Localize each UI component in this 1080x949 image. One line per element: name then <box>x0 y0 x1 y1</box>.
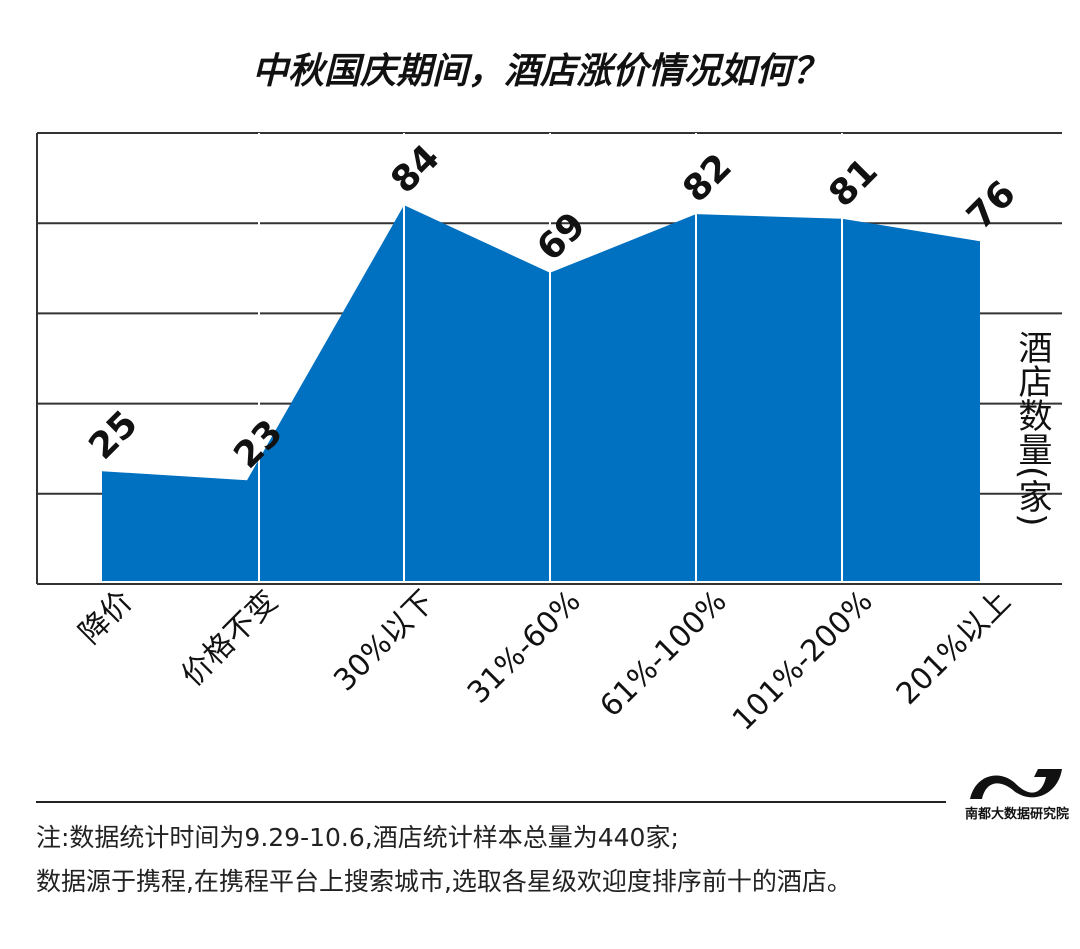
x-tick-label: 101%-200% <box>726 584 880 738</box>
x-tick-label: 价格不变 <box>175 584 285 694</box>
x-tick-label: 61%-100% <box>593 584 733 724</box>
data-label: 84 <box>383 137 447 201</box>
x-tick-label: 降价 <box>72 584 139 651</box>
wave-logo-icon <box>970 769 1062 799</box>
y-axis-label: 酒店数量(家) <box>1012 330 1052 527</box>
data-label: 76 <box>959 173 1023 237</box>
footnote-1: 注:数据统计时间为9.29-10.6,酒店统计样本总量为440家; <box>36 823 679 852</box>
divider <box>36 801 946 803</box>
logo-text: 南都大数据研究院 <box>964 807 1069 822</box>
logo: 南都大数据研究院 <box>962 765 1072 822</box>
footnote-2: 数据源于携程,在携程平台上搜索城市,选取各星级欢迎度排序前十的酒店。 <box>36 867 852 896</box>
data-label: 25 <box>81 403 145 467</box>
chart-title: 中秋国庆期间，酒店涨价情况如何？ <box>251 51 828 92</box>
x-tick-label: 30%以下 <box>327 584 441 698</box>
data-label: 81 <box>821 151 885 215</box>
x-tick-label: 31%-60% <box>461 584 588 711</box>
data-label: 82 <box>675 146 739 210</box>
x-tick-label: 201%以上 <box>890 584 1018 712</box>
data-area <box>102 205 980 581</box>
